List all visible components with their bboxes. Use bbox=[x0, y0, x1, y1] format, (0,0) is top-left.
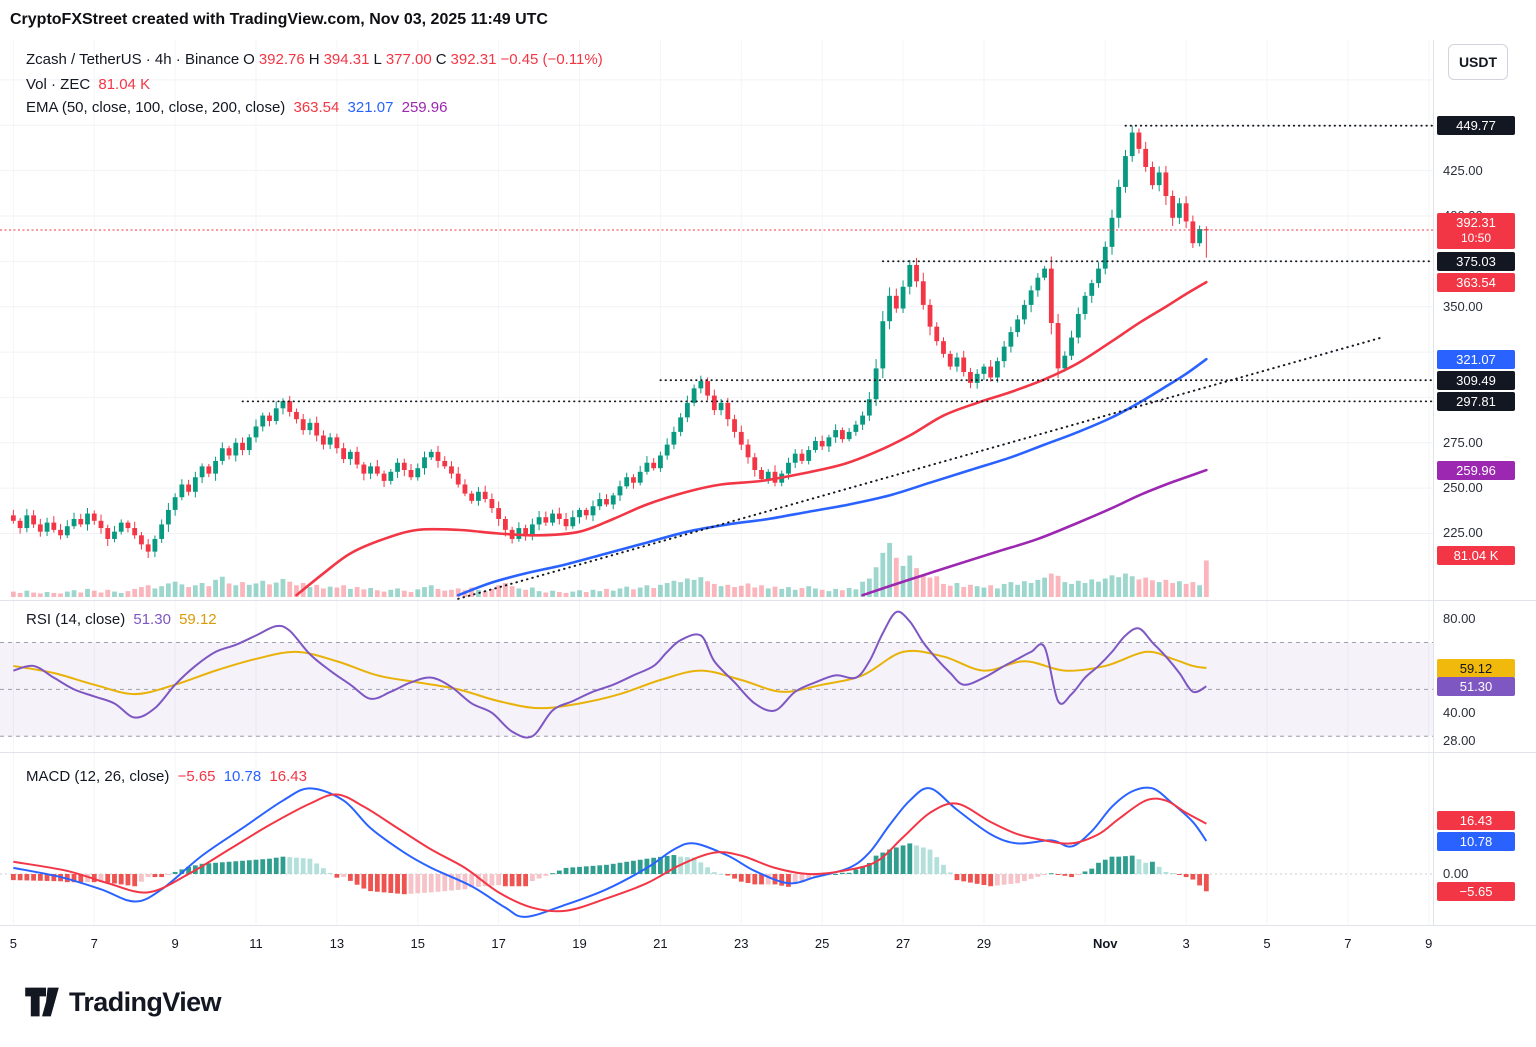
time-label: 13 bbox=[330, 936, 344, 951]
price-badge: −5.65 bbox=[1437, 881, 1515, 901]
time-label: 23 bbox=[734, 936, 748, 951]
price-badge: 81.04 K bbox=[1437, 545, 1515, 565]
change-value: −0.45 (−0.11%) bbox=[500, 51, 603, 68]
open-value: 392.76 bbox=[258, 51, 305, 68]
time-label: 7 bbox=[1344, 936, 1351, 951]
open-label: O bbox=[243, 51, 255, 68]
axis-label: 40.00 bbox=[1443, 704, 1476, 720]
price-badge: 321.07 bbox=[1437, 349, 1515, 369]
axis-label: 0.00 bbox=[1443, 866, 1469, 881]
time-label: 5 bbox=[1263, 936, 1270, 951]
page-title: CryptoFXStreet created with TradingView.… bbox=[10, 11, 548, 28]
high-value: 394.31 bbox=[323, 51, 370, 68]
rsi-ma-value: 59.12 bbox=[179, 611, 217, 628]
time-axis[interactable] bbox=[0, 926, 1433, 966]
axis-label: 80.00 bbox=[1443, 611, 1476, 627]
time-label: 29 bbox=[977, 936, 991, 951]
pane-separator-rsi-macd[interactable] bbox=[0, 752, 1536, 753]
tradingview-wordmark: TradingView bbox=[69, 986, 222, 1017]
price-badge: 10.78 bbox=[1437, 831, 1515, 851]
symbol-title[interactable]: Zcash / TetherUS · 4h · Binance bbox=[26, 51, 240, 68]
rsi-legend[interactable]: RSI (14, close) 51.30 59.12 bbox=[26, 611, 221, 628]
time-label: 21 bbox=[653, 936, 667, 951]
time-label: 3 bbox=[1183, 936, 1190, 951]
price-badge: 449.77 bbox=[1437, 116, 1515, 136]
tradingview-logo-icon bbox=[25, 987, 59, 1017]
ema-label[interactable]: EMA (50, close, 100, close, 200, close) bbox=[26, 99, 286, 116]
time-label: 11 bbox=[249, 936, 263, 951]
low-value: 377.00 bbox=[385, 51, 432, 68]
tradingview-logo[interactable]: TradingView bbox=[24, 986, 222, 1018]
volume-legend[interactable]: Vol · ZEC 81.04 K bbox=[26, 76, 154, 93]
ema50-value: 363.54 bbox=[293, 99, 340, 116]
price-badge: 51.30 bbox=[1437, 676, 1515, 696]
time-label: 9 bbox=[1425, 936, 1432, 951]
close-value: 392.31 bbox=[450, 51, 497, 68]
rsi-label[interactable]: RSI (14, close) bbox=[26, 611, 126, 628]
volume-label[interactable]: Vol · ZEC bbox=[26, 76, 91, 93]
price-badge: 297.81 bbox=[1437, 391, 1515, 411]
time-label: 17 bbox=[491, 936, 505, 951]
macd-label[interactable]: MACD (12, 26, close) bbox=[26, 768, 170, 785]
macd-hist-value: −5.65 bbox=[177, 768, 216, 785]
low-label: L bbox=[373, 51, 382, 68]
axis-label: 425.00 bbox=[1443, 162, 1483, 178]
time-label: 19 bbox=[572, 936, 586, 951]
price-badge: 392.31 10:50 bbox=[1437, 212, 1515, 249]
time-axis-border bbox=[0, 925, 1536, 926]
price-badge: 375.03 bbox=[1437, 251, 1515, 271]
symbol-legend[interactable]: Zcash / TetherUS · 4h · Binance O 392.76 H 3… bbox=[26, 51, 607, 68]
axis-label: 28.00 bbox=[1443, 732, 1476, 748]
ema-legend[interactable]: EMA (50, close, 100, close, 200, close) … bbox=[26, 99, 452, 116]
ema100-value: 321.07 bbox=[347, 99, 394, 116]
close-label: C bbox=[435, 51, 447, 68]
price-badge: 363.54 bbox=[1437, 272, 1515, 292]
price-badge: 309.49 bbox=[1437, 370, 1515, 390]
pane-separator-main-rsi[interactable] bbox=[0, 600, 1536, 601]
axis-label: 250.00 bbox=[1443, 480, 1483, 496]
time-label: Nov bbox=[1093, 936, 1118, 951]
price-axis-border bbox=[1433, 40, 1434, 926]
macd-signal-value: 16.43 bbox=[269, 768, 307, 785]
time-label: 7 bbox=[91, 936, 98, 951]
time-label: 9 bbox=[172, 936, 179, 951]
high-label: H bbox=[308, 51, 320, 68]
currency-toggle-button[interactable]: USDT bbox=[1448, 44, 1508, 80]
time-label: 25 bbox=[815, 936, 829, 951]
rsi-value: 51.30 bbox=[133, 611, 171, 628]
axis-label: 225.00 bbox=[1443, 525, 1483, 541]
time-label: 27 bbox=[896, 936, 910, 951]
time-label: 15 bbox=[411, 936, 425, 951]
price-badge: 16.43 bbox=[1437, 811, 1515, 831]
macd-legend[interactable]: MACD (12, 26, close) −5.65 10.78 16.43 bbox=[26, 768, 311, 785]
macd-line-value: 10.78 bbox=[223, 768, 262, 785]
volume-value: 81.04 K bbox=[98, 76, 151, 93]
ema200-value: 259.96 bbox=[401, 99, 448, 116]
time-label: 5 bbox=[10, 936, 17, 951]
price-badge: 259.96 bbox=[1437, 460, 1515, 480]
axis-label: 350.00 bbox=[1443, 298, 1483, 314]
axis-label: 275.00 bbox=[1443, 434, 1483, 450]
price-badge: 59.12 bbox=[1437, 658, 1515, 678]
